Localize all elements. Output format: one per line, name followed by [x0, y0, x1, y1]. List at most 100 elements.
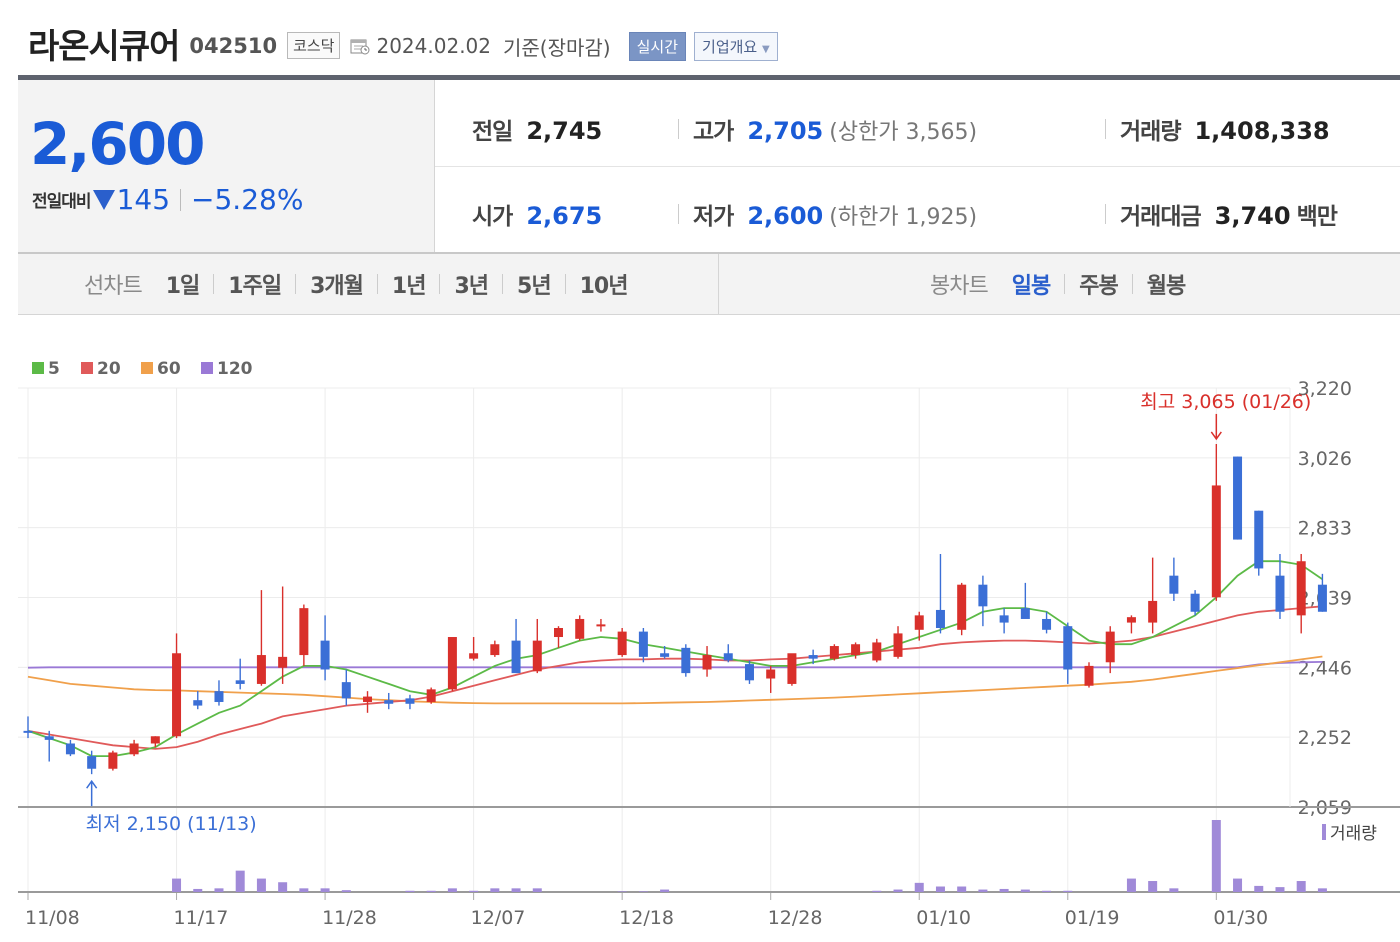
candle-body: [787, 653, 797, 684]
candle-body: [511, 640, 521, 674]
candle-body: [893, 633, 903, 657]
x-tick-label: 12/07: [471, 907, 526, 929]
line-chart-title: 선차트: [84, 274, 143, 299]
volume-bar: [617, 891, 627, 892]
candle-body: [363, 696, 373, 702]
day-high: 고가 2,705 (상한가 3,565): [678, 112, 977, 146]
volume-bar: [1042, 890, 1052, 892]
quote-divider: [18, 252, 1400, 254]
y-tick-label: 3,220: [1298, 378, 1352, 400]
y-tick-label: 2,446: [1298, 657, 1352, 679]
quote-row-divider: [435, 166, 1400, 167]
high-arrow-head-icon: [1210, 431, 1222, 441]
legend-label-20: 20: [97, 359, 121, 379]
divider: [180, 188, 182, 211]
divider: [213, 274, 215, 294]
candle-body: [23, 730, 33, 733]
lower-limit: (하한가 1,925): [829, 205, 978, 230]
line-tab-5[interactable]: 5년: [517, 274, 552, 299]
volume-value: 1,408,338: [1194, 117, 1330, 145]
ma60-line: [27, 655, 1323, 705]
candle-body: [808, 655, 818, 659]
legend-swatch-60: [141, 362, 153, 374]
price-summary: 2,600 전일대비 145 −5.28%: [18, 80, 435, 252]
ma20-line: [27, 605, 1323, 750]
candle-body: [617, 631, 627, 656]
candle-body: [214, 691, 224, 702]
day-high-value: 2,705: [747, 117, 824, 145]
candle-body: [660, 653, 670, 657]
candle-tab-0[interactable]: 일봉: [1011, 274, 1051, 299]
volume-bar: [214, 888, 224, 892]
volume-bar: [1275, 887, 1285, 892]
chevron-down-icon: ▼: [762, 43, 770, 55]
y-tick-label: 3,026: [1298, 448, 1352, 470]
tabs-divider: [718, 254, 719, 314]
candlestick-chart: 520601203,2203,0262,8332,6392,4462,2522,…: [18, 359, 1400, 929]
volume-bar: [1148, 881, 1158, 892]
line-tab-3[interactable]: 1년: [391, 274, 427, 299]
change-label: 전일대비: [32, 192, 92, 212]
line-tab-2[interactable]: 3개월: [310, 274, 364, 299]
line-tab-0[interactable]: 1일: [165, 274, 201, 299]
candle-body: [108, 752, 118, 769]
candle-body: [426, 689, 436, 702]
candle-body: [957, 584, 967, 630]
change-amount: 145: [116, 183, 171, 216]
open-label: 시가: [472, 204, 513, 230]
calendar-icon: [350, 39, 370, 55]
volume-bar: [405, 890, 415, 892]
volume-label: 거래량: [1120, 119, 1181, 145]
market-badge: 코스닥: [287, 31, 341, 59]
volume-bar: [426, 890, 436, 892]
candle-body: [447, 637, 457, 690]
volume-legend-swatch: [1322, 824, 1326, 840]
line-tab-6[interactable]: 10년: [579, 274, 629, 299]
volume-bar: [660, 889, 670, 892]
volume-bar: [447, 888, 457, 892]
candle-body: [1063, 626, 1073, 670]
candle-body: [1190, 593, 1200, 612]
volume-bar: [914, 882, 924, 892]
volume-bar: [469, 890, 479, 892]
trade-value-label: 거래대금: [1120, 204, 1202, 230]
day-low-value: 2,600: [747, 202, 824, 230]
candle-tab-2[interactable]: 월봉: [1146, 274, 1186, 299]
divider: [1064, 274, 1066, 294]
volume-bar: [1233, 878, 1243, 892]
volume-bar: [1169, 888, 1179, 892]
y-tick-label: 2,252: [1298, 727, 1352, 749]
volume-bar: [490, 888, 500, 892]
candle-body: [681, 647, 691, 674]
volume-bar: [341, 890, 351, 892]
x-tick-label: 12/28: [768, 907, 823, 929]
quote-date: 2024.02.02: [376, 34, 491, 58]
line-tab-4[interactable]: 3년: [454, 274, 489, 299]
divider: [439, 274, 441, 294]
volume-bar: [511, 888, 521, 892]
line-chart-tabs: 선차트 1일 1주일 3개월 1년 3년 5년 10년: [84, 254, 629, 314]
realtime-button[interactable]: 실시간: [628, 31, 687, 61]
current-price: 2,600: [30, 110, 205, 178]
candle-body: [1296, 561, 1306, 616]
company-overview-label: 기업개요: [702, 37, 758, 56]
volume-bar: [278, 882, 288, 892]
candle-body: [1254, 510, 1264, 569]
stock-code: 042510: [189, 34, 278, 58]
volume-bar: [978, 889, 988, 892]
company-overview-dropdown[interactable]: 기업개요 ▼: [694, 31, 778, 61]
divider: [502, 274, 504, 294]
volume-bar: [1211, 820, 1221, 892]
volume-bar: [1317, 888, 1327, 892]
prev-close: 전일 2,745: [472, 112, 602, 146]
high-annotation: 최고 3,065 (01/26): [1140, 391, 1311, 413]
candle-body: [554, 627, 563, 638]
divider: [295, 274, 297, 294]
candle-body: [829, 646, 839, 659]
ma120-line: [27, 661, 1323, 669]
candle-body: [914, 615, 924, 630]
volume-bar: [1020, 889, 1030, 892]
candle-tab-1[interactable]: 주봉: [1079, 274, 1118, 299]
line-tab-1[interactable]: 1주일: [228, 274, 282, 299]
candle-body: [1148, 600, 1158, 623]
